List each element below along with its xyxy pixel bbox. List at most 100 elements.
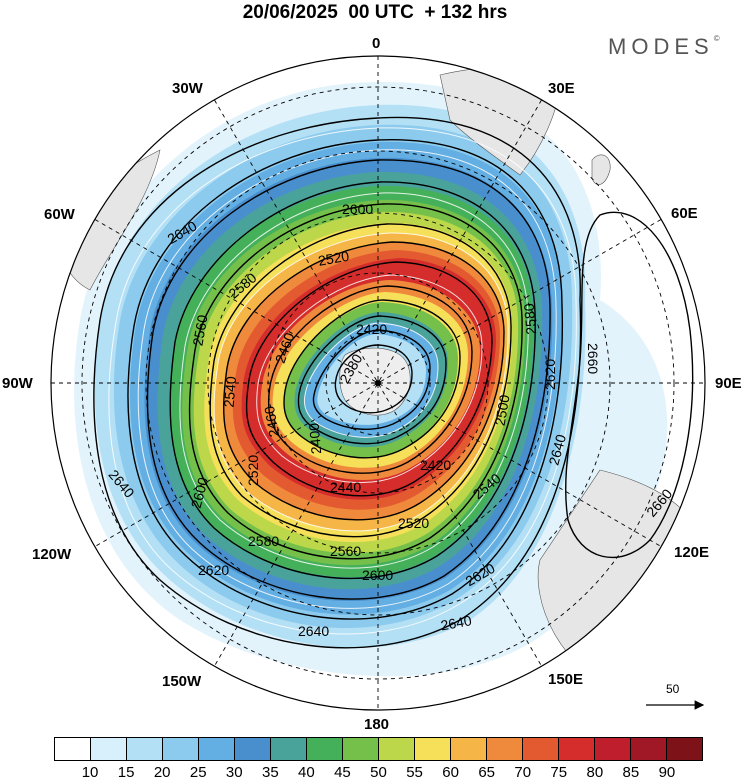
colorbar-tick-label: 25: [189, 764, 207, 781]
colorbar-segment: [451, 738, 487, 760]
streamline-1: [108, 127, 577, 635]
colorbar-tick-label: 65: [478, 764, 495, 781]
contour-label: 2600: [342, 201, 373, 217]
lon-label-90w: 90W: [2, 375, 33, 392]
colorbar-segment: [415, 738, 451, 760]
colorbar-tick-labels: 10 15 20 25 30 35 40 45 50 55 60 65 70 75 80 85 90: [54, 764, 703, 782]
colorbar-tick-label: 70: [514, 764, 532, 781]
contour-2520: [223, 241, 505, 521]
meridian-30w-150e: [214, 99, 542, 667]
lon-label-0: 0: [372, 35, 381, 52]
contour-2400: [312, 329, 431, 430]
colorbar: [54, 737, 703, 761]
contour-label: 2620: [542, 359, 558, 390]
contour-2500: [245, 261, 493, 497]
contour-label: 2640: [298, 623, 329, 639]
colorbar-tick-label: 75: [550, 764, 568, 781]
colorbar-segment: [235, 738, 271, 760]
contour-label: 2460: [261, 405, 282, 439]
contour-label: 2400: [306, 422, 325, 455]
colorbar-tick-label: 30: [225, 764, 243, 781]
contour-2420: [297, 315, 447, 445]
contour-label: 2640: [439, 612, 473, 633]
meridian-60e-120w: [94, 219, 662, 547]
contour-label: 2420: [356, 321, 387, 337]
lon-label-30e: 30E: [548, 80, 575, 97]
contour-label: 2520: [245, 455, 261, 486]
contour-label: 2560: [330, 543, 361, 559]
colorbar-segment: [91, 738, 127, 760]
contour-label: 2520: [317, 248, 351, 269]
map-boundary: [50, 55, 706, 711]
contour-label: 2600: [188, 475, 212, 509]
colorbar-segment: [523, 738, 559, 760]
streamline-2: [137, 149, 557, 609]
contour-label: 2560: [189, 313, 210, 347]
colorbar-tick-label: 60: [442, 764, 459, 781]
meridian-30e-150w: [214, 99, 542, 667]
streamline-3: [179, 192, 529, 569]
colorbar-segment: [343, 738, 379, 760]
colorbar-segment: [127, 738, 163, 760]
colorbar-segment: [559, 738, 595, 760]
contour-label: 2540: [221, 375, 240, 408]
contour-label: 2600: [362, 567, 393, 583]
contour-2540: [209, 223, 512, 538]
colorbar-segment: [631, 738, 667, 760]
contour-2660-east: [565, 211, 694, 559]
contour-label: 2580: [248, 533, 279, 549]
contour-label: 2620: [198, 562, 229, 578]
colorbar-tick-label: 35: [261, 764, 279, 781]
contour-label: 2660: [585, 343, 601, 374]
streamline-6: [303, 322, 439, 438]
colorbar-tick-label: 85: [622, 764, 640, 781]
colorbar-segment: [55, 738, 91, 760]
lon-label-60e: 60E: [671, 205, 698, 222]
lon-label-120w: 120W: [32, 546, 72, 563]
latitude-circle-1: [325, 330, 431, 436]
meridian-60w-120e: [94, 219, 662, 547]
lon-label-120e: 120E: [674, 544, 710, 561]
contour-label: 2520: [398, 515, 429, 531]
colorbar-tick-label: 10: [81, 764, 99, 781]
colorbar-tick-label: 40: [298, 764, 315, 781]
brand-logo: MODES©: [608, 34, 720, 59]
contour-label: 2440: [330, 479, 361, 495]
land-madagascar: [591, 154, 611, 185]
colorbar-segment: [271, 738, 307, 760]
contour-label: 2500: [492, 393, 513, 427]
colorbar-tick-label: 50: [370, 764, 387, 781]
colorbar-segment: [379, 738, 415, 760]
colorbar-segment: [199, 738, 235, 760]
contour-2600: [146, 159, 551, 600]
contour-2460: [267, 285, 473, 474]
colorbar-tick-label: 90: [658, 764, 676, 781]
contour-2440: [283, 299, 461, 459]
colorbar-segment: [595, 738, 631, 760]
streamline-4: [213, 232, 509, 532]
contour-label: 2420: [420, 457, 451, 473]
colorbar-segment: [667, 738, 702, 760]
latitude-circle-3: [207, 212, 549, 554]
contour-2620: [127, 139, 564, 620]
latitude-circle-4: [145, 150, 611, 616]
polar-map: 2380 2400 2420 2420 2440 2460 2460 2500 …: [50, 55, 706, 711]
south-pole-marker: [375, 380, 381, 386]
lon-label-30w: 30W: [172, 80, 203, 97]
contour-2560: [188, 203, 523, 560]
colorbar-tick-label: 45: [334, 764, 351, 781]
contour-label: 2640: [545, 432, 569, 466]
colorbar-segment: [163, 738, 199, 760]
colorbar-tick-label: 15: [117, 764, 135, 781]
lon-label-90e: 90E: [715, 375, 742, 392]
map-title: 20/06/2025 00 UTC + 132 hrs: [242, 2, 508, 23]
colorbar-tick-label: 55: [406, 764, 423, 781]
colorbar-tick-label: 20: [153, 764, 171, 781]
colorbar-segment: [487, 738, 523, 760]
lon-label-150w: 150W: [162, 673, 202, 690]
contour-2580: [169, 181, 536, 580]
contour-label: 2580: [521, 303, 540, 336]
lon-label-150e: 150E: [548, 671, 584, 688]
reference-vector-label: 50: [666, 682, 680, 696]
latitude-circle-2: [267, 272, 489, 494]
